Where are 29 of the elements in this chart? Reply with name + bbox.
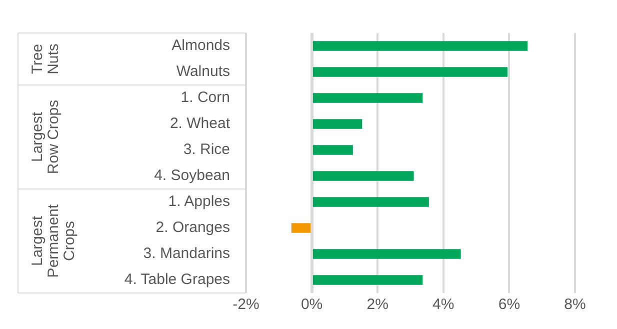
y-tick-label: 4. Soybean [154,167,230,184]
y-tick-label: 1. Apples [168,193,230,210]
text: Tree Nuts [29,44,62,74]
bar [312,93,423,103]
text: Largest Permanent Crops [29,203,78,278]
bar [312,67,508,77]
text: Largest Row Crops [29,100,62,174]
x-tick-label: 0% [300,296,323,314]
x-tick-label: 4% [432,296,454,314]
bar [291,223,311,233]
y-tick-label: Almonds [172,37,230,54]
bar [312,197,429,207]
y-tick-label: 1. Corn [180,89,230,106]
bar [312,119,362,129]
x-tick-label: 2% [366,296,388,314]
y-tick-label: 3. Mandarins [143,245,230,262]
y-tick-label: 2. Wheat [170,115,231,132]
y-tick-label: 4. Table Grapes [124,271,230,288]
x-tick-label: -2% [232,296,260,314]
bar [312,275,423,285]
y-tick-label: Walnuts [176,63,230,80]
bar [312,145,353,155]
x-tick-label: 6% [498,296,520,314]
x-tick-label: 8% [564,296,586,314]
bar [312,249,461,259]
y-tick-label: 3. Rice [183,141,230,158]
bar [312,171,414,181]
y-tick-label: 2. Oranges [156,219,230,236]
bar [312,41,528,51]
